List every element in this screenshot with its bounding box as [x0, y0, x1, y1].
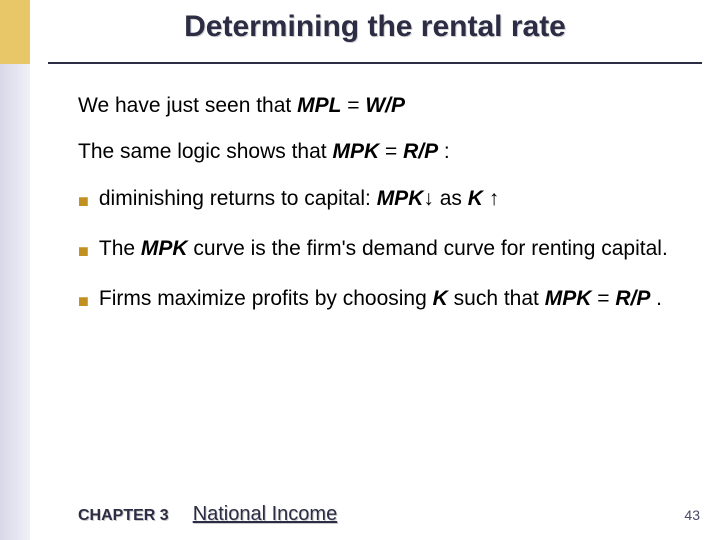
- intro-line-1: We have just seen that MPL = W/P: [78, 92, 682, 120]
- title-area: Determining the rental rate: [60, 10, 690, 56]
- var-mpk: MPK: [141, 237, 188, 260]
- eq: =: [341, 94, 365, 117]
- var-mpk: MPK: [545, 287, 592, 310]
- bullet-icon: ■: [78, 189, 89, 213]
- accent-lavender: [0, 64, 30, 540]
- footer: CHAPTER 3 National Income 43: [78, 503, 700, 526]
- page-number: 43: [684, 507, 700, 523]
- title-underline: [48, 62, 702, 64]
- text: such that: [448, 287, 545, 310]
- content-area: We have just seen that MPL = W/P The sam…: [78, 92, 682, 336]
- text: curve is the firm's demand curve for ren…: [188, 237, 668, 260]
- eq: =: [591, 287, 615, 310]
- bullet-icon: ■: [78, 239, 89, 263]
- arrow-down: ↓ as: [423, 187, 467, 210]
- chapter-title: National Income: [193, 503, 338, 526]
- slide-title: Determining the rental rate: [60, 10, 690, 56]
- period: .: [650, 287, 662, 310]
- colon: :: [438, 140, 450, 163]
- var-rp: R/P: [615, 287, 650, 310]
- var-mpl: MPL: [297, 94, 341, 117]
- bullet-1: ■ diminishing returns to capital: MPK↓ a…: [78, 185, 682, 213]
- text: We have just seen that: [78, 94, 297, 117]
- text: Firms maximize profits by choosing: [99, 287, 433, 310]
- text: The same logic shows that: [78, 140, 332, 163]
- bullet-icon: ■: [78, 289, 89, 313]
- accent-gold: [0, 0, 30, 64]
- var-wp: W/P: [365, 94, 405, 117]
- var-k: K: [468, 187, 483, 210]
- bullet-2-text: The MPK curve is the firm's demand curve…: [99, 235, 682, 263]
- var-mpk: MPK: [332, 140, 379, 163]
- bullet-2: ■ The MPK curve is the firm's demand cur…: [78, 235, 682, 263]
- chapter-label: CHAPTER 3: [78, 507, 169, 525]
- var-mpk: MPK: [377, 187, 424, 210]
- text: The: [99, 237, 141, 260]
- left-accent: [0, 0, 30, 540]
- eq: =: [379, 140, 403, 163]
- bullet-1-text: diminishing returns to capital: MPK↓ as …: [99, 185, 682, 213]
- intro-line-2: The same logic shows that MPK = R/P :: [78, 138, 682, 166]
- var-k: K: [433, 287, 448, 310]
- bullet-3: ■ Firms maximize profits by choosing K s…: [78, 285, 682, 313]
- bullet-3-text: Firms maximize profits by choosing K suc…: [99, 285, 682, 313]
- arrow-up: ↑: [483, 187, 499, 210]
- text: diminishing returns to capital:: [99, 187, 377, 210]
- var-rp: R/P: [403, 140, 438, 163]
